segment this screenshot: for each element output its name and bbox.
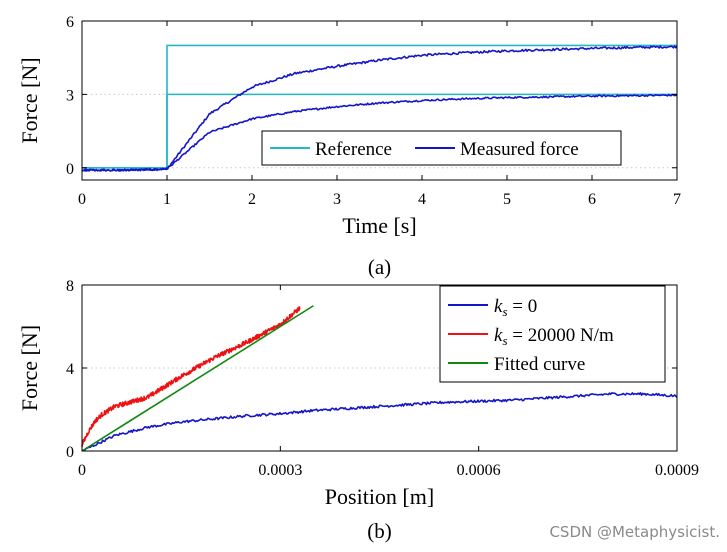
panel-b-caption: (b) xyxy=(367,519,392,543)
panel-a-x-axis-label: Time [s] xyxy=(342,213,416,238)
y-tick-label: 0 xyxy=(66,161,74,178)
series-line-fitted-curve-2 xyxy=(81,305,314,452)
x-tick-label: 5 xyxy=(503,191,511,208)
panel-b-series xyxy=(81,305,678,452)
panel-b-ticks: 0 0.0003 0.0006 0.0009 0 4 8 xyxy=(66,278,699,479)
x-tick-label: 1 xyxy=(163,191,171,208)
x-tick-label: 0.0006 xyxy=(457,462,501,479)
series-line-measured-force-3 xyxy=(81,93,678,172)
panel-a-y-axis-label: Force [N] xyxy=(17,57,42,143)
series-line-k-s-20000-n-m-1 xyxy=(81,306,301,448)
panel-a-legend-box xyxy=(261,130,622,166)
watermark-text: CSDN @Metaphysicist. xyxy=(549,523,720,541)
y-tick-label: 4 xyxy=(66,361,74,378)
panel-b-force-position: 0 0.0003 0.0006 0.0009 0 4 8 Position [m] Forc… xyxy=(17,278,699,543)
panel-a-plot-frame xyxy=(81,20,678,181)
panel-a-series xyxy=(81,44,678,172)
y-tick-label: 3 xyxy=(66,87,74,104)
x-tick-label: 3 xyxy=(333,191,341,208)
x-tick-label: 4 xyxy=(418,191,426,208)
panel-b-x-axis-label: Position [m] xyxy=(325,484,434,509)
panel-b-legend: ks = 0 ks = 20000 N/m Fitted curve xyxy=(439,285,666,383)
x-tick-label: 0.0009 xyxy=(655,462,699,479)
legend-label-reference: Reference xyxy=(315,139,392,160)
series-line-k-s-0-0 xyxy=(81,391,678,452)
legend-label-0: ks = 0 xyxy=(494,296,537,319)
legend-label-2: Fitted curve xyxy=(494,354,585,375)
series-line-reference-1 xyxy=(82,93,677,169)
y-tick-label: 6 xyxy=(66,14,74,31)
x-tick-label: 6 xyxy=(588,191,596,208)
x-tick-label: 7 xyxy=(673,191,681,208)
x-tick-label: 0.0003 xyxy=(258,462,302,479)
x-tick-label: 0 xyxy=(78,191,86,208)
x-tick-label: 2 xyxy=(248,191,256,208)
legend-label-1: ks = 20000 N/m xyxy=(494,325,614,348)
legend-label-measured-force: Measured force xyxy=(460,139,579,160)
panel-a-time-response: 0 1 2 3 4 5 6 7 0 3 6 Time [s] Force [N] Reference… xyxy=(17,14,681,279)
y-tick-label: 0 xyxy=(66,444,74,461)
panel-a-caption: (a) xyxy=(368,255,391,279)
panel-a-legend: Reference Measured force xyxy=(261,130,622,166)
panel-b-y-axis-label: Force [N] xyxy=(17,325,42,411)
series-line-measured-force-2 xyxy=(81,45,678,172)
y-tick-label: 8 xyxy=(66,278,74,295)
panel-a-ticks: 0 1 2 3 4 5 6 7 0 3 6 xyxy=(66,14,681,208)
x-tick-label: 0 xyxy=(78,462,86,479)
